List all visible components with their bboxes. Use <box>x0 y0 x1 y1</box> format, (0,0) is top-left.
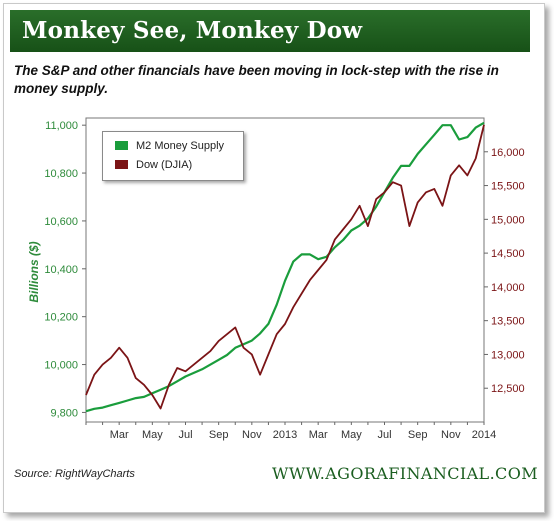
right-tick-label: 12,500 <box>491 383 525 395</box>
left-tick-label: 10,400 <box>44 264 78 276</box>
y-axis-label: Billions ($) <box>27 241 41 302</box>
legend-label-m2: M2 Money Supply <box>136 140 225 152</box>
right-tick-label: 15,000 <box>491 214 525 226</box>
right-axis: 12,500 13,000 13,500 14,000 14,500 15,000 15,5… <box>484 147 525 395</box>
title-banner: Monkey See, Monkey Dow <box>10 10 530 52</box>
chart-title: Monkey See, Monkey Dow <box>22 17 363 44</box>
x-tick-label: Nov <box>441 429 461 441</box>
right-tick-label: 13,500 <box>491 316 525 328</box>
x-tick-label: May <box>142 429 163 441</box>
x-tick-label: Mar <box>309 429 328 441</box>
series-layer <box>85 121 485 413</box>
left-axis: 9,800 10,000 10,200 10,400 10,600 10,800 11,00… <box>44 120 86 419</box>
x-tick-label: Mar <box>110 429 129 441</box>
x-tick-label: 2014 <box>472 429 496 441</box>
x-tick-label: Sep <box>408 429 428 441</box>
left-tick-label: 10,200 <box>44 312 78 324</box>
chart-card <box>3 3 545 513</box>
legend-label-dow: Dow (DJIA) <box>136 159 193 171</box>
left-tick-label: 9,800 <box>50 407 78 419</box>
right-tick-label: 14,500 <box>491 248 525 260</box>
right-tick-label: 15,500 <box>491 181 525 193</box>
x-tick-label: Jul <box>178 429 192 441</box>
legend-swatch-dow <box>115 160 128 169</box>
legend-swatch-m2 <box>115 141 128 150</box>
x-axis: Mar May Jul Sep Nov 2013 Mar May Jul Sep Nov 2014 <box>85 422 496 441</box>
right-tick-label: 16,000 <box>491 147 525 159</box>
left-tick-label: 10,000 <box>44 360 78 372</box>
x-tick-label: May <box>341 429 362 441</box>
left-tick-label: 10,600 <box>44 216 78 228</box>
left-tick-label: 11,000 <box>45 120 78 132</box>
x-tick-label: Sep <box>209 429 229 441</box>
source-note: Source: RightWayCharts <box>14 468 135 480</box>
series-line-dow <box>85 124 485 410</box>
series-line-m2 <box>85 121 485 413</box>
legend-item-m2: M2 Money Supply <box>115 140 224 152</box>
legend: M2 Money Supply Dow (DJIA) <box>102 131 244 181</box>
x-tick-label: Nov <box>242 429 262 441</box>
x-tick-label: 2013 <box>273 429 297 441</box>
chart-subtitle: The S&P and other financials have been m… <box>14 63 499 96</box>
x-tick-label: Jul <box>377 429 391 441</box>
brand-url: WWW.AGORAFINANCIAL.COM <box>271 464 538 483</box>
left-tick-label: 10,800 <box>44 168 78 180</box>
right-tick-label: 13,000 <box>491 349 525 361</box>
legend-item-dow: Dow (DJIA) <box>115 159 192 171</box>
right-tick-label: 14,000 <box>491 282 525 294</box>
